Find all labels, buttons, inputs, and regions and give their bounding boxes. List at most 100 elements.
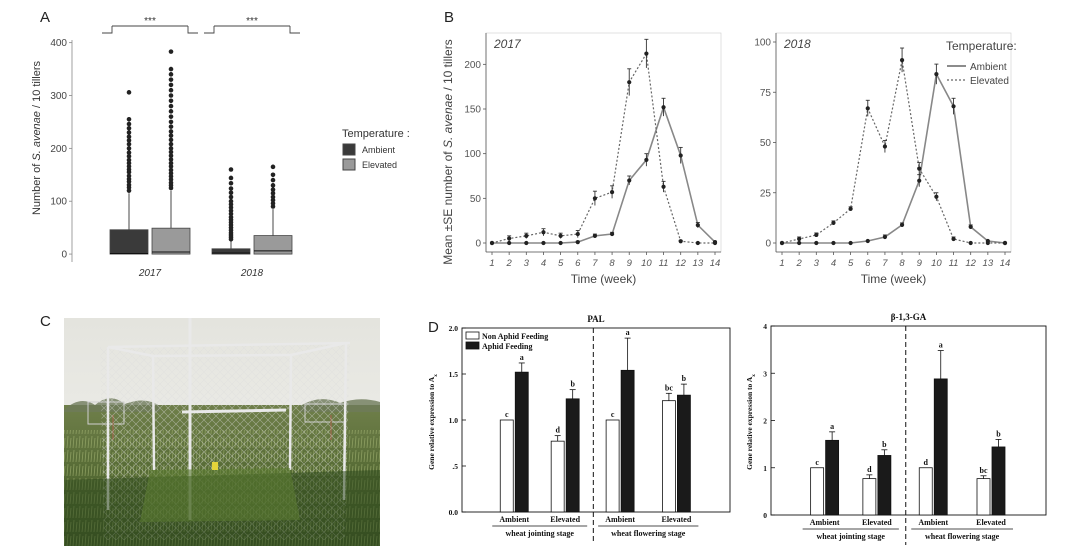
box-outlier: [228, 211, 234, 217]
box-outlier: [270, 177, 276, 183]
line-point: [934, 72, 939, 77]
box-outlier: [126, 157, 132, 163]
bar-category-label: Ambient: [918, 518, 948, 527]
bar-y-tick-label: 0.0: [449, 508, 459, 517]
line-plot-frame: [485, 32, 722, 253]
line-point: [541, 240, 546, 246]
box-outlier: [228, 186, 234, 191]
line-point: [489, 240, 495, 246]
bar: [499, 419, 514, 513]
stage-label: wheat jointing stage: [505, 529, 574, 538]
significance-bracket: [204, 25, 300, 34]
line-point: [507, 240, 512, 246]
line-legend: Temperature: Ambient Elevated: [946, 39, 1017, 87]
line-legend-title: Temperature:: [946, 39, 1017, 53]
line-point: [865, 106, 870, 111]
line-point: [712, 240, 718, 246]
line-point: [865, 238, 870, 244]
line-point: [899, 57, 905, 63]
box-outlier: [168, 124, 174, 129]
bar-letter: c: [815, 458, 819, 467]
panel-letter-d: D: [428, 319, 439, 336]
line-x-tick-label: 6: [575, 258, 581, 269]
box-outlier: [126, 188, 132, 193]
bar-letter: d: [555, 426, 560, 435]
box-outlier: [168, 153, 174, 159]
line-plot-title: 2017: [493, 37, 522, 51]
line-y-tick-label: 100: [754, 38, 771, 49]
bar-category-label: Elevated: [976, 518, 1006, 527]
line-point: [592, 196, 598, 201]
bar: [862, 478, 877, 516]
box-outlier: [270, 204, 276, 209]
box-outlier: [126, 164, 132, 169]
boxplot-ylabel: Number of S. avenae / 10 tillers: [31, 60, 43, 215]
box-outlier: [168, 174, 174, 179]
line-point: [882, 144, 888, 149]
y-tick-label: 400: [50, 38, 67, 49]
line-x-tick-label: 11: [659, 258, 669, 269]
line-x-tick-label: 12: [675, 258, 686, 269]
bar: [677, 394, 691, 513]
boxplot-background: [72, 40, 322, 262]
legend-label-non-aphid: Non Aphid Feeding: [482, 332, 548, 341]
box-outlier: [270, 183, 276, 188]
line-x-tick-label: 13: [983, 258, 994, 269]
legend-label-ambient: Ambient: [362, 145, 396, 155]
box-outlier: [168, 180, 174, 186]
line-point: [831, 220, 836, 225]
bar-y-tick-label: .5: [452, 462, 458, 471]
box-outlier: [168, 77, 174, 82]
line-point: [951, 236, 956, 242]
line-legend-ambient: Ambient: [970, 62, 1007, 73]
bar: [514, 371, 529, 513]
line-y-tick-label: 50: [470, 194, 482, 205]
box-outlier: [228, 180, 234, 186]
box-outlier: [228, 214, 234, 220]
box-outlier: [126, 125, 132, 131]
line-series-ambient: [782, 71, 1006, 244]
line-x-axis-label: Time (week): [571, 272, 637, 286]
bar-letter: c: [505, 410, 509, 419]
bar-category-label: Ambient: [810, 518, 840, 527]
panel-letter-b: B: [444, 9, 454, 26]
line-point: [558, 240, 563, 246]
box-outlier: [168, 93, 174, 98]
line-point: [678, 239, 683, 244]
line-y-tick-label: 100: [464, 149, 481, 160]
box-outlier: [270, 194, 276, 200]
line-x-tick-label: 12: [965, 258, 976, 269]
line-point: [609, 189, 615, 195]
bar-letter: b: [882, 440, 887, 449]
line-point: [882, 234, 888, 240]
line-point: [917, 166, 922, 171]
bar: [877, 455, 892, 516]
line-x-tick-label: 5: [558, 258, 564, 269]
line-point: [524, 240, 529, 246]
bar: [662, 400, 676, 513]
box-outlier: [126, 153, 132, 159]
line-y-tick-label: 150: [464, 105, 481, 116]
line-x-tick-label: 8: [609, 258, 615, 269]
line-x-tick-label: 14: [710, 258, 721, 269]
line-x-tick-label: 9: [627, 258, 633, 269]
line-point: [848, 240, 853, 246]
x-category-label: 2018: [240, 268, 264, 279]
line-x-tick-label: 9: [917, 258, 923, 269]
bar-letter: a: [830, 422, 834, 431]
bar-category-label: Elevated: [862, 518, 892, 527]
box-outlier: [228, 205, 234, 210]
box-outlier: [228, 198, 234, 204]
bar-y-tick-label: 1: [763, 464, 767, 473]
stage-label: wheat flowering stage: [925, 532, 1000, 541]
boxplot-legend: Temperature : Ambient Elevated: [342, 128, 410, 171]
bar-category-label: Elevated: [662, 515, 692, 524]
legend-swatch-ambient: [342, 143, 356, 156]
box-outlier: [168, 114, 174, 119]
bar-letter: b: [570, 380, 575, 389]
box-outlier: [168, 98, 174, 104]
line-point: [934, 194, 939, 199]
box-outlier: [126, 150, 132, 155]
bar-plot-title: PAL: [587, 314, 604, 324]
line-y-tick-label: 50: [760, 138, 772, 149]
